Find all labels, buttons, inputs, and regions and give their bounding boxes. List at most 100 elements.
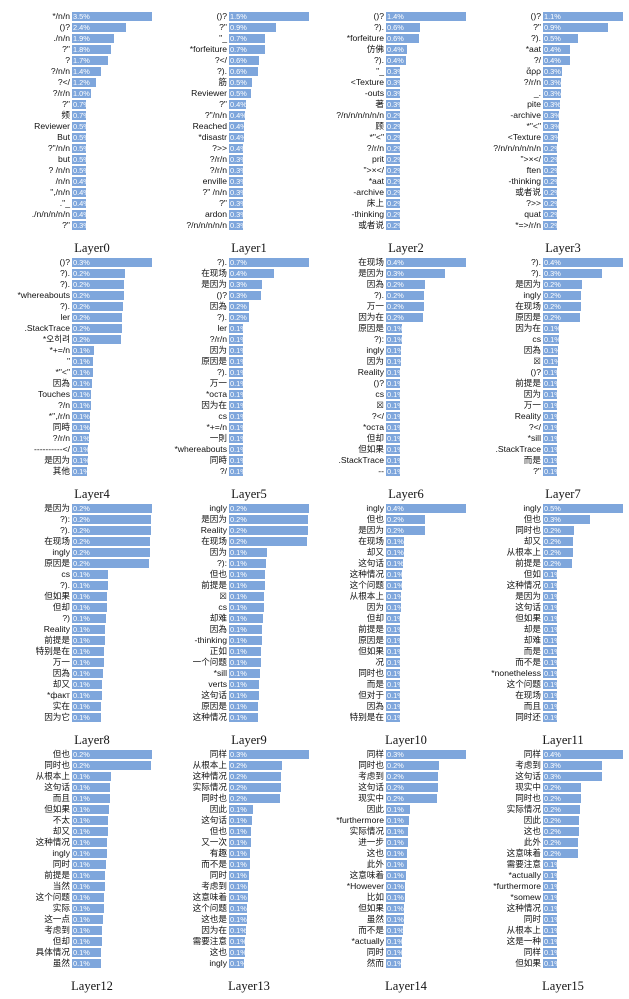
value-label: 0.1%: [73, 581, 90, 590]
bar-row: 这种情况 0.1%: [318, 569, 468, 580]
value-label: 0.2%: [387, 155, 404, 164]
token-label: ?>>: [526, 198, 541, 208]
bar: [229, 335, 243, 344]
bar: [229, 456, 243, 465]
token-label: 现实中: [358, 793, 384, 803]
token-label: 但如果: [44, 591, 70, 601]
token-label: quat: [524, 209, 541, 219]
bar: [543, 177, 557, 186]
value-label: 0.1%: [544, 467, 561, 476]
value-label: 0.1%: [387, 658, 404, 667]
bar-row: 需要注意 0.1%: [475, 859, 625, 870]
bar: [72, 335, 122, 344]
token-label: 原因是: [358, 323, 384, 333]
value-label: 0.3%: [544, 772, 561, 781]
bar-row: 却又 0.2%: [475, 536, 625, 547]
bar-row: 是因为 0.2%: [318, 525, 468, 536]
bar: [72, 816, 109, 825]
bar-row: ()? 1.1%: [475, 11, 625, 22]
token-label: 然而: [366, 958, 384, 968]
bar: [229, 882, 249, 891]
bar: [543, 335, 559, 344]
token-label: 又一次: [201, 837, 227, 847]
bar-row: ?</0.1%: [318, 411, 468, 422]
layer-title: Layer9: [231, 733, 267, 747]
bar-row: 又一次 0.1%: [161, 837, 311, 848]
token-label: ?):: [373, 334, 384, 344]
value-label: 0.1%: [544, 926, 561, 935]
bar-row: 虽然 0.1%: [4, 958, 154, 969]
bar-row: ingly 0.1%: [4, 848, 154, 859]
token-label: 床上: [366, 198, 384, 208]
bar-row: 仿佛 0.4%: [318, 44, 468, 55]
value-label: 0.1%: [73, 948, 90, 957]
value-label: 0.1%: [73, 772, 90, 781]
bar-row: Reality 0.2%: [161, 525, 311, 536]
token-label: 仿佛: [366, 44, 384, 54]
bar: [543, 526, 574, 535]
bar: [72, 515, 152, 524]
bar: [229, 871, 250, 880]
bar: [72, 702, 102, 711]
bar-row: 因此 0.1%: [161, 804, 311, 815]
value-label: 0.3%: [544, 515, 561, 524]
token-label: 前提是: [358, 624, 384, 634]
value-label: 1.2%: [73, 78, 90, 87]
bar-row: -thinking 0.2%: [318, 209, 468, 220]
value-label: 0.2%: [387, 313, 404, 322]
value-label: 0.6%: [230, 67, 247, 76]
bar-row: 前提是 0.1%: [4, 635, 154, 646]
bar: [386, 78, 400, 87]
bar: [72, 324, 122, 333]
bar-row: ? 1.7%: [4, 55, 154, 66]
value-label: 0.1%: [544, 412, 561, 421]
token-label: *",/r/n: [48, 411, 70, 421]
bar: [72, 691, 102, 700]
bar: [543, 56, 570, 65]
value-label: 1.5%: [230, 12, 247, 21]
value-label: 0.2%: [73, 761, 90, 770]
value-label: 0.1%: [544, 401, 561, 410]
token-label: ()?: [59, 257, 70, 267]
value-label: 0.2%: [387, 111, 404, 120]
value-label: 0.3%: [230, 750, 247, 759]
bar-row: 况 0.1%: [318, 657, 468, 668]
token-label: ften: [526, 165, 541, 175]
bar-row: ?/0.4%: [475, 55, 625, 66]
token-label: 因为在: [358, 312, 384, 322]
bar: [72, 434, 90, 443]
bar-row: ?). 0.7%: [161, 257, 311, 268]
bar: [229, 258, 309, 267]
bar-row: 因此 0.1%: [318, 804, 468, 815]
bar-row: 却又 0.1%: [4, 679, 154, 690]
chart-panel-15: 同样 0.4% 考虑到 0.3% 这句话 0.3% 现实中 0.2% 同时也 0.2% 实际情况 0.…: [475, 749, 625, 999]
token-label: 考虑到: [358, 771, 384, 781]
bar: [543, 761, 603, 770]
value-label: 0.1%: [387, 592, 404, 601]
value-label: 0.3%: [230, 221, 247, 230]
value-label: 0.3%: [544, 67, 561, 76]
bar-row: 原因是 0.2%: [475, 312, 625, 323]
bar: [229, 379, 243, 388]
value-label: 0.1%: [387, 702, 404, 711]
bar: [543, 625, 557, 634]
token-label: 却又: [523, 536, 541, 546]
bar-row: *sill 0.1%: [161, 668, 311, 679]
value-label: 0.1%: [230, 559, 247, 568]
value-label: 0.1%: [387, 559, 404, 568]
bar-row: 这意味着 0.2%: [475, 848, 625, 859]
bar-row: ler 0.2%: [4, 312, 154, 323]
value-label: 0.1%: [230, 467, 247, 476]
bar: [72, 78, 96, 87]
value-label: 0.1%: [544, 893, 561, 902]
bar-row: 前提是 0.1%: [318, 624, 468, 635]
value-label: 0.4%: [230, 133, 247, 142]
bar-row: *aat 0.2%: [318, 176, 468, 187]
bar: [229, 680, 260, 689]
value-label: 0.2%: [544, 302, 561, 311]
bar: [229, 827, 252, 836]
bar: [543, 45, 571, 54]
bar-row: 但如 0.1%: [475, 569, 625, 580]
bar-row: ?). 0.6%: [318, 22, 468, 33]
value-label: 0.2%: [544, 221, 561, 230]
